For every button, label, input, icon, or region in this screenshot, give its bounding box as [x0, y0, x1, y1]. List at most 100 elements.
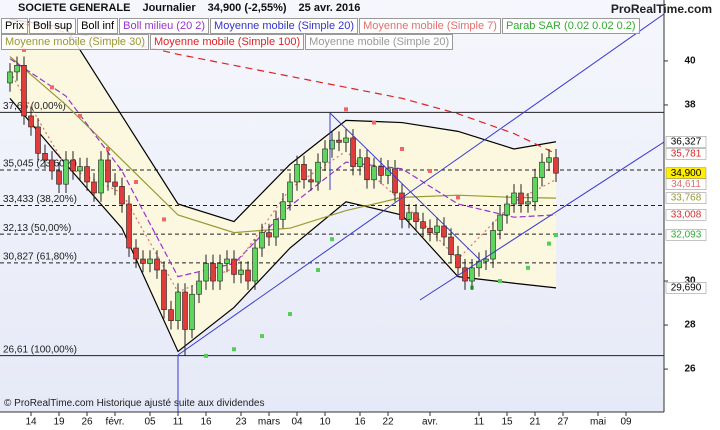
- candle-body: [154, 258, 160, 271]
- x-tick-label: mars: [258, 417, 280, 428]
- candle-body: [56, 170, 62, 185]
- legend-item[interactable]: Boll sup: [28, 18, 77, 34]
- legend-item[interactable]: Moyenne mobile (Simple 7): [359, 18, 501, 34]
- price-tag: [665, 229, 707, 241]
- candle-body: [434, 225, 440, 233]
- candle-body: [532, 177, 538, 203]
- candle-body: [182, 291, 188, 330]
- sar-dot: [456, 195, 460, 200]
- brand: ProRealTime.com: [610, 2, 712, 16]
- sar-dot: [288, 312, 292, 317]
- candle-body: [175, 291, 181, 321]
- y-tick-label: 26: [684, 364, 696, 375]
- candle-body: [126, 203, 132, 249]
- x-tick-label: 16: [200, 417, 212, 428]
- candle-body: [196, 280, 202, 295]
- candle-body: [63, 159, 69, 185]
- sar-dot: [372, 120, 376, 125]
- legend-item[interactable]: Moyenne mobile (Simple 30): [1, 34, 150, 50]
- price-tag-label: 34,611: [671, 179, 701, 190]
- candle-body: [546, 157, 552, 163]
- candle-body: [21, 65, 27, 117]
- sar-dot: [78, 113, 82, 118]
- candle-body: [252, 247, 258, 282]
- price-tag-label: 32,093: [671, 230, 702, 241]
- sar-dot: [316, 268, 320, 273]
- candle-body: [203, 263, 209, 282]
- legend-item[interactable]: Boll inf: [77, 18, 119, 34]
- sar-dot: [498, 279, 502, 284]
- candle-body: [70, 159, 76, 172]
- price-tag-label: 33,768: [671, 193, 702, 204]
- last-price: 34,900 (-2,55%): [207, 2, 287, 14]
- sar-dot: [330, 237, 334, 242]
- candle-body: [420, 221, 426, 229]
- x-tick-label: 15: [501, 417, 513, 428]
- candle-body: [42, 153, 48, 161]
- legend-item[interactable]: Moyenne mobile (Simple 100): [150, 34, 305, 50]
- candle-body: [364, 157, 370, 181]
- legend-item[interactable]: Prix: [1, 18, 28, 34]
- legend-item[interactable]: Moyenne mobile (Simple 20): [210, 18, 359, 34]
- candle-body: [231, 258, 237, 275]
- candle-body: [301, 164, 307, 181]
- candle-body: [259, 232, 265, 249]
- fib-label: 32,13 (50,00%): [3, 223, 71, 234]
- candle-body: [553, 157, 559, 174]
- trendlines: [177, 13, 664, 412]
- candle-body: [105, 159, 111, 183]
- candle-body: [49, 159, 55, 172]
- x-tick-label: 14: [25, 417, 37, 428]
- candle-body: [490, 230, 496, 260]
- chart-title: SOCIETE GENERALE: [18, 2, 131, 14]
- candle-body: [357, 157, 363, 167]
- title-bar: SOCIETE GENERALE Journalier 34,900 (-2,5…: [0, 2, 360, 16]
- candle-body: [371, 166, 377, 181]
- candle-body: [238, 269, 244, 275]
- x-tick-label: 23: [235, 417, 247, 428]
- sar-dot: [204, 353, 208, 358]
- candle-body: [266, 232, 272, 238]
- x-tick-label: 11: [474, 417, 485, 428]
- candle-body: [210, 263, 216, 282]
- sar-dot: [554, 232, 558, 237]
- candle-body: [112, 181, 118, 187]
- candle-body: [7, 71, 13, 84]
- price-tag: [665, 192, 707, 204]
- candle-body: [448, 236, 454, 255]
- x-tick-label: 22: [382, 417, 394, 428]
- candle-body: [497, 214, 503, 231]
- x-tick-label: 05: [144, 417, 156, 428]
- indicator-line: [9, 18, 557, 223]
- candle-body: [224, 258, 230, 264]
- x-tick-label: 09: [620, 417, 632, 428]
- candle-body: [91, 181, 97, 194]
- y-tick-label: 30: [684, 276, 696, 287]
- sar-dot: [344, 107, 348, 112]
- sar-dot: [162, 217, 166, 222]
- price-tag: [665, 282, 707, 294]
- price-tag: [665, 178, 707, 190]
- channel-line: [419, 141, 664, 301]
- legend-item[interactable]: Moyenne mobile (Simple 20): [305, 34, 454, 50]
- candle-body: [28, 115, 34, 128]
- price-tag-label: 36,327: [671, 136, 702, 147]
- price-tag-label: 29,690: [671, 282, 702, 293]
- x-tick-label: 04: [291, 417, 303, 428]
- candle-body: [483, 258, 489, 262]
- x-tick-label: 27: [557, 417, 569, 428]
- sar-dot: [400, 146, 404, 151]
- candle-body: [168, 309, 174, 321]
- x-tick-label: avr.: [422, 417, 438, 428]
- candle-body: [294, 164, 300, 183]
- candle-body: [504, 203, 510, 216]
- candle-body: [147, 258, 153, 264]
- legend-item[interactable]: Boll milieu (20 2): [119, 18, 210, 34]
- candle-body: [343, 137, 349, 143]
- price-tag-label: 34,900: [671, 168, 702, 179]
- legend-item[interactable]: Parab SAR (0.02 0.02 0.2): [501, 18, 640, 34]
- legend-row: Prix Boll sup Boll inf Boll milieu (20 2) Mo…: [1, 18, 640, 34]
